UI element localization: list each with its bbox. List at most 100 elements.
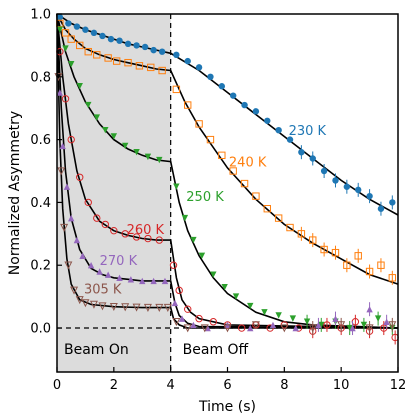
data-point — [143, 303, 152, 312]
data-point — [229, 167, 237, 175]
data-point — [107, 35, 115, 43]
data-point — [247, 324, 254, 332]
data-point — [320, 245, 328, 254]
data-point — [82, 26, 89, 33]
data-point — [96, 268, 103, 275]
data-point — [144, 153, 152, 161]
x-axis-ticks: 0 2 4 6 8 10 12 — [53, 367, 406, 393]
data-point — [98, 302, 107, 311]
data-point — [163, 303, 172, 312]
data-point — [269, 321, 277, 329]
beam-on-region — [57, 14, 171, 372]
data-point — [346, 324, 353, 332]
data-point — [264, 117, 271, 124]
data-point — [101, 220, 110, 229]
series-230-k — [56, 13, 396, 216]
data-point — [68, 214, 75, 222]
data-point — [147, 63, 155, 72]
data-point — [332, 177, 339, 184]
data-point — [343, 183, 351, 190]
data-point — [60, 223, 69, 232]
data-point — [210, 271, 217, 278]
data-point — [198, 252, 206, 260]
data-point — [63, 183, 71, 190]
data-point — [124, 40, 132, 48]
data-point — [155, 236, 164, 244]
fit-curve-305-k — [56, 13, 398, 329]
y-axis-label: Normalized Asymmetry — [7, 111, 23, 275]
data-point — [365, 324, 374, 333]
data-point — [150, 46, 157, 54]
data-point — [68, 61, 75, 68]
data-point — [104, 54, 112, 62]
data-point — [70, 286, 79, 295]
data-point — [274, 214, 283, 222]
data-point — [102, 126, 109, 134]
data-point — [240, 179, 249, 188]
data-point — [178, 315, 186, 322]
y-tick-label: 1.0 — [30, 8, 51, 23]
x-tick-label: 8 — [280, 378, 288, 393]
data-point — [84, 47, 92, 56]
y-axis-ticks: 0.0 0.2 0.4 0.6 0.8 1.0 — [30, 8, 62, 337]
region-label-beam-on: Beam On — [64, 342, 129, 358]
data-point — [110, 226, 118, 235]
series-label-270-k: 270 K — [100, 254, 138, 269]
series-label-250-k: 250 K — [186, 190, 224, 205]
data-point — [135, 62, 144, 70]
data-point — [332, 315, 339, 322]
data-point — [155, 303, 164, 312]
data-point — [110, 133, 118, 140]
data-point — [354, 252, 362, 260]
data-point — [251, 321, 260, 330]
data-point — [365, 267, 374, 276]
data-point — [122, 142, 129, 150]
data-point — [73, 236, 81, 244]
data-point — [112, 57, 121, 65]
data-point — [161, 277, 169, 285]
data-point — [190, 236, 197, 244]
y-tick-label: 0.6 — [30, 133, 51, 148]
data-point — [67, 35, 75, 43]
data-point — [261, 309, 268, 316]
series-label-260-k: 260 K — [127, 223, 165, 238]
data-point — [286, 136, 294, 143]
data-point — [360, 321, 368, 329]
data-point — [57, 167, 66, 176]
data-point — [388, 321, 397, 330]
data-point — [65, 20, 72, 27]
series-label-240-k: 240 K — [229, 155, 267, 170]
data-point — [127, 276, 135, 283]
data-point — [181, 214, 189, 222]
data-point — [93, 51, 101, 59]
y-tick-label: 0.2 — [30, 259, 51, 274]
data-point — [133, 42, 140, 49]
data-point — [173, 51, 180, 59]
x-tick-label: 6 — [223, 378, 231, 393]
data-point — [377, 205, 385, 212]
data-point — [383, 318, 390, 325]
data-point — [315, 321, 322, 329]
data-point — [343, 261, 351, 269]
data-point — [144, 234, 152, 243]
data-point — [289, 315, 297, 322]
data-point — [121, 230, 129, 238]
data-point — [275, 312, 282, 319]
data-point — [184, 305, 192, 313]
data-point — [141, 43, 149, 51]
data-point — [81, 299, 90, 308]
series-250-k — [56, 26, 396, 336]
y-tick-label: 0.0 — [30, 322, 51, 337]
data-point — [150, 277, 157, 285]
data-point — [158, 66, 166, 75]
region-label-beam-off: Beam Off — [183, 342, 249, 358]
x-tick-label: 2 — [110, 378, 118, 393]
data-point — [172, 85, 181, 94]
y-tick-label: 0.4 — [30, 196, 51, 211]
data-point — [61, 95, 70, 103]
data-point — [303, 318, 311, 325]
data-point — [252, 192, 260, 200]
x-tick-label: 4 — [167, 378, 175, 393]
data-point — [320, 167, 328, 175]
